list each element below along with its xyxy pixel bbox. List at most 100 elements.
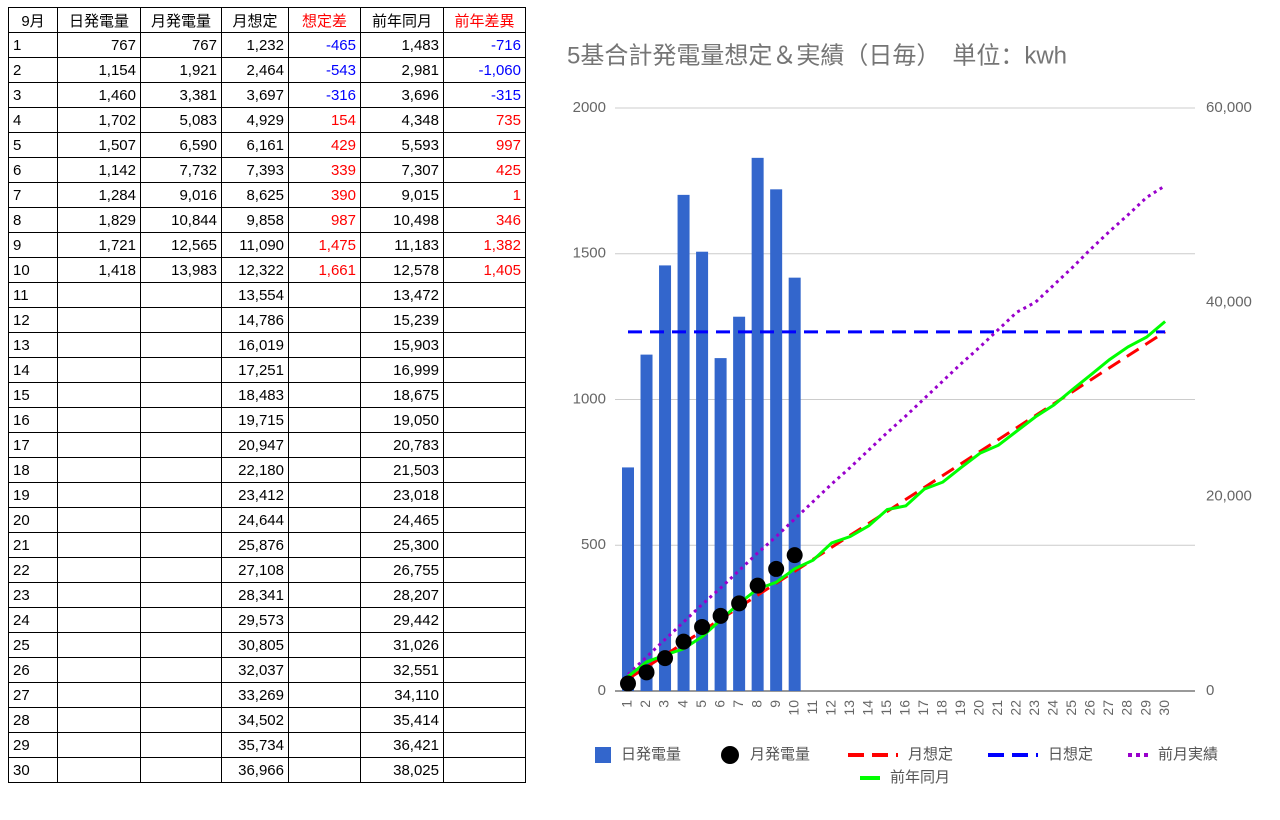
table-cell[interactable]: 7,732 [140,157,222,183]
table-cell[interactable]: 25,300 [360,532,444,558]
table-cell[interactable] [288,707,361,733]
table-cell[interactable]: 429 [288,132,361,158]
table-cell[interactable]: 987 [288,207,361,233]
table-cell[interactable] [443,657,526,683]
table-cell[interactable]: 18,483 [221,382,289,408]
table-cell[interactable]: 13,983 [140,257,222,283]
table-cell[interactable] [140,582,222,608]
table-cell[interactable]: 1,507 [57,132,141,158]
table-cell[interactable] [140,707,222,733]
table-cell[interactable] [140,557,222,583]
table-cell[interactable] [288,657,361,683]
table-cell[interactable]: 5 [8,132,58,158]
table-cell[interactable]: 22 [8,557,58,583]
table-cell[interactable] [288,507,361,533]
table-cell[interactable] [57,757,141,783]
table-cell[interactable]: 1,829 [57,207,141,233]
table-cell[interactable] [288,432,361,458]
table-cell[interactable]: 28 [8,707,58,733]
table-cell[interactable]: 1,702 [57,107,141,133]
table-cell[interactable] [443,482,526,508]
table-cell[interactable]: 10,498 [360,207,444,233]
table-cell[interactable] [443,357,526,383]
table-cell[interactable]: 997 [443,132,526,158]
table-cell[interactable] [443,757,526,783]
table-cell[interactable]: 6,161 [221,132,289,158]
table-cell[interactable] [57,282,141,308]
table-cell[interactable] [443,282,526,308]
table-cell[interactable]: 15,239 [360,307,444,333]
table-cell[interactable]: 30 [8,757,58,783]
table-cell[interactable]: 1,661 [288,257,361,283]
table-cell[interactable]: -1,060 [443,57,526,83]
table-cell[interactable]: 13,472 [360,282,444,308]
table-cell[interactable]: 1,142 [57,157,141,183]
table-cell[interactable]: 1,154 [57,57,141,83]
table-cell[interactable] [57,657,141,683]
table-cell[interactable]: 1,460 [57,82,141,108]
table-cell[interactable]: 1,483 [360,32,444,58]
table-cell[interactable]: 2,464 [221,57,289,83]
table-cell[interactable]: 14,786 [221,307,289,333]
table-cell[interactable]: 1,721 [57,232,141,258]
table-cell[interactable] [140,532,222,558]
table-cell[interactable]: 3 [8,82,58,108]
table-cell[interactable]: 日発電量 [57,7,141,33]
table-cell[interactable]: 767 [57,32,141,58]
table-cell[interactable]: 36,966 [221,757,289,783]
table-cell[interactable]: 3,696 [360,82,444,108]
table-cell[interactable]: 4,348 [360,107,444,133]
table-cell[interactable]: 1 [443,182,526,208]
table-cell[interactable]: 2,981 [360,57,444,83]
table-cell[interactable]: 1,382 [443,232,526,258]
table-cell[interactable]: 735 [443,107,526,133]
table-cell[interactable] [57,707,141,733]
table-cell[interactable]: 26,755 [360,557,444,583]
table-cell[interactable]: 前年同月 [360,7,444,33]
table-cell[interactable]: 4 [8,107,58,133]
table-cell[interactable]: 1,405 [443,257,526,283]
table-cell[interactable] [140,357,222,383]
table-cell[interactable]: 16,019 [221,332,289,358]
table-cell[interactable]: 1 [8,32,58,58]
table-cell[interactable]: 9,858 [221,207,289,233]
table-cell[interactable] [288,332,361,358]
table-cell[interactable]: 33,269 [221,682,289,708]
table-cell[interactable] [57,357,141,383]
table-cell[interactable]: 19,715 [221,407,289,433]
table-cell[interactable]: 26 [8,657,58,683]
table-cell[interactable]: 3,381 [140,82,222,108]
table-cell[interactable] [140,457,222,483]
table-cell[interactable] [443,632,526,658]
table-cell[interactable] [443,457,526,483]
table-cell[interactable] [443,682,526,708]
table-cell[interactable]: 19,050 [360,407,444,433]
table-cell[interactable] [57,732,141,758]
table-cell[interactable] [288,607,361,633]
table-cell[interactable] [140,757,222,783]
table-cell[interactable]: 10 [8,257,58,283]
table-cell[interactable]: 6,590 [140,132,222,158]
table-cell[interactable] [140,682,222,708]
table-cell[interactable] [57,557,141,583]
table-cell[interactable]: 月発電量 [140,7,222,33]
table-cell[interactable]: 27 [8,682,58,708]
table-cell[interactable] [140,332,222,358]
table-cell[interactable]: 24,465 [360,507,444,533]
table-cell[interactable] [140,407,222,433]
table-cell[interactable] [57,682,141,708]
table-cell[interactable]: 23,018 [360,482,444,508]
table-cell[interactable]: 前年差異 [443,7,526,33]
table-cell[interactable] [140,607,222,633]
table-cell[interactable]: 28,207 [360,582,444,608]
table-cell[interactable]: 23 [8,582,58,608]
table-cell[interactable] [288,307,361,333]
table-cell[interactable]: 1,284 [57,182,141,208]
table-cell[interactable] [57,307,141,333]
table-cell[interactable] [288,557,361,583]
table-cell[interactable]: 28,341 [221,582,289,608]
table-cell[interactable] [288,532,361,558]
table-cell[interactable]: 12,565 [140,232,222,258]
table-cell[interactable] [140,632,222,658]
table-cell[interactable]: 34,502 [221,707,289,733]
